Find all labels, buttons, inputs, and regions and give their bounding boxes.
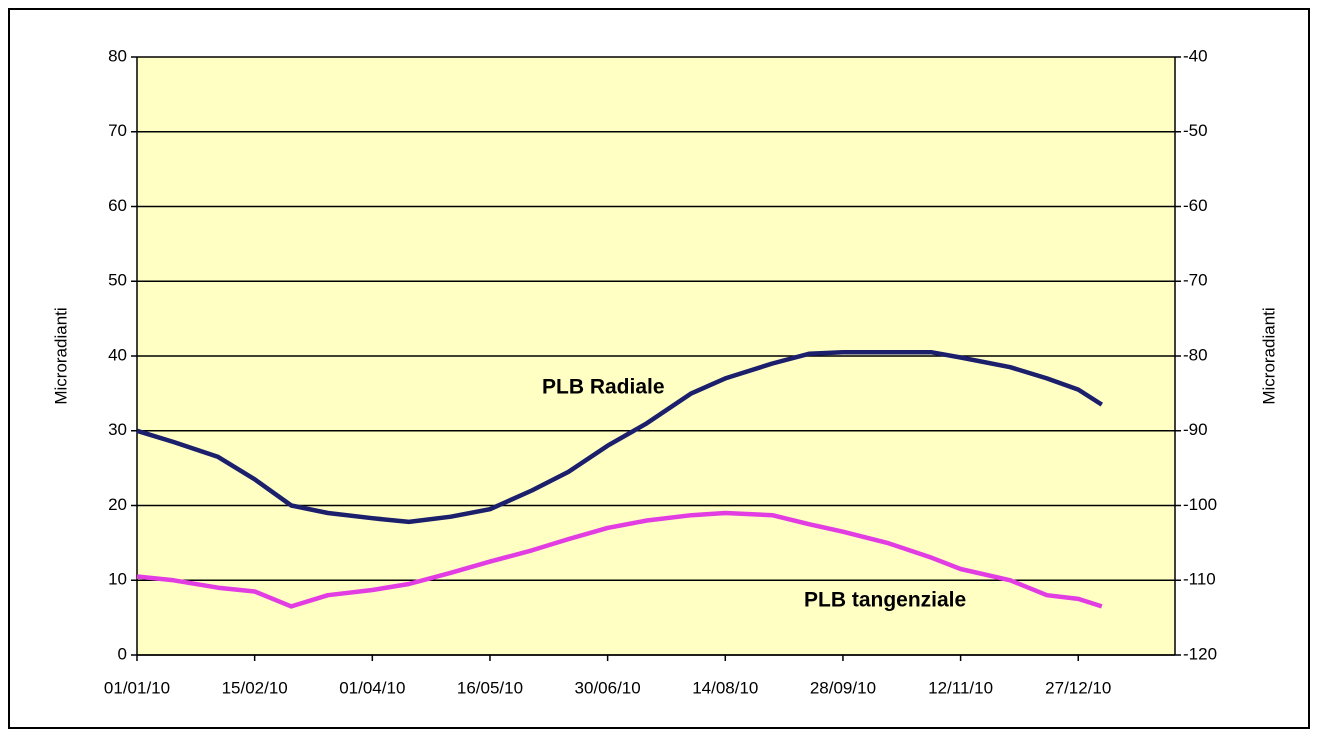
- x-tick-label: 01/01/10: [104, 678, 170, 697]
- y2-axis-label: Microradianti: [1259, 307, 1278, 404]
- y-tick-label: 10: [108, 570, 127, 589]
- y-axis-label: Microradianti: [51, 307, 70, 404]
- y-tick-label: 70: [108, 121, 127, 140]
- y2-tick-label: -70: [1183, 271, 1208, 290]
- x-tick-label: 12/11/10: [928, 678, 993, 697]
- series-label: PLB tangenziale: [804, 589, 966, 612]
- y-tick-label: 80: [108, 46, 127, 65]
- x-tick-label: 14/08/10: [692, 678, 758, 697]
- y2-tick-label: -40: [1183, 46, 1208, 65]
- series-label: PLB Radiale: [542, 376, 665, 399]
- y2-tick-label: -120: [1183, 644, 1217, 663]
- y2-tick-label: -60: [1183, 196, 1208, 215]
- x-tick-label: 27/12/10: [1045, 678, 1111, 697]
- y2-tick-label: -80: [1183, 345, 1208, 364]
- y2-tick-label: -90: [1183, 420, 1208, 439]
- y-tick-label: 60: [108, 196, 127, 215]
- x-tick-label: 16/05/10: [457, 678, 523, 697]
- y2-tick-label: -110: [1183, 570, 1216, 589]
- x-tick-label: 30/06/10: [575, 678, 641, 697]
- y-tick-label: 50: [108, 271, 127, 290]
- y-tick-label: 40: [108, 345, 127, 364]
- y2-tick-label: -100: [1183, 495, 1217, 514]
- x-tick-label: 01/04/10: [339, 678, 405, 697]
- series-line: [136, 510, 1103, 609]
- x-tick-label: 28/09/10: [810, 678, 876, 697]
- x-tick-label: 15/02/10: [222, 678, 288, 697]
- y-tick-label: 0: [118, 644, 127, 663]
- y-tick-label: 30: [108, 420, 127, 439]
- series-line: [136, 350, 1104, 525]
- y-tick-label: 20: [108, 495, 127, 514]
- y2-tick-label: -50: [1183, 121, 1208, 140]
